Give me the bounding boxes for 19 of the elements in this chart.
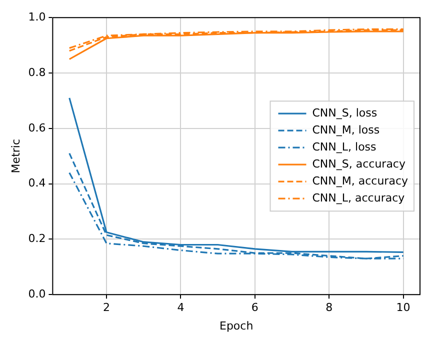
x-tick-label: 2	[102, 301, 110, 314]
y-tick-label: 0.2	[28, 232, 46, 246]
x-tick-label: 4	[177, 301, 184, 314]
legend-label: CNN_L, accuracy	[312, 191, 406, 204]
y-tick-label: 0.4	[28, 176, 46, 190]
legend-label: CNN_S, accuracy	[312, 157, 406, 170]
y-tick-label: 0.8	[28, 66, 46, 79]
y-axis-title: Metric	[9, 139, 22, 174]
y-tick-label: 0.0	[28, 287, 46, 300]
x-axis-title: Epoch	[220, 319, 254, 332]
x-tick-label: 8	[326, 301, 333, 314]
legend-label: CNN_S, loss	[312, 106, 378, 120]
y-tick-label: 1.0	[28, 10, 46, 24]
x-tick-label: 10	[396, 301, 410, 314]
legend-label: CNN_M, loss	[312, 123, 380, 136]
legend-label: CNN_M, accuracy	[312, 174, 408, 188]
y-tick-label: 0.6	[28, 121, 46, 134]
legend-label: CNN_L, loss	[312, 140, 377, 154]
x-tick-label: 6	[251, 301, 258, 314]
